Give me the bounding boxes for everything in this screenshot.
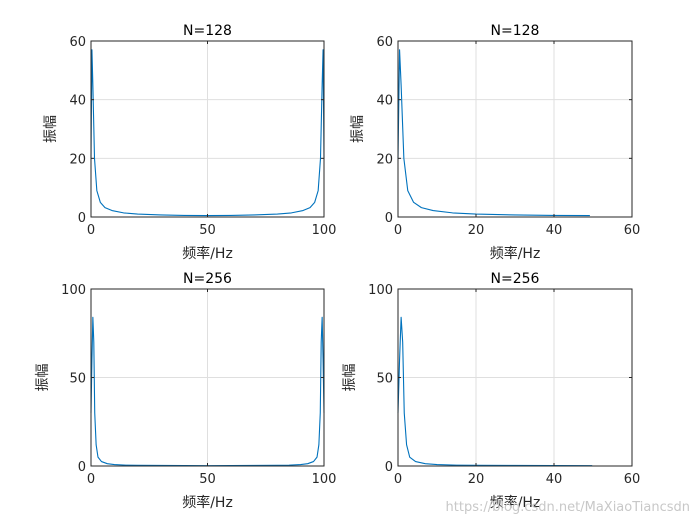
x-tick-label: 50 xyxy=(199,472,216,487)
series-line xyxy=(397,316,593,467)
subplot-3: 0 50 100 0 50 100 N=256 频率/Hz 振幅 xyxy=(35,271,336,511)
y-tick-label: 0 xyxy=(78,211,86,226)
x-tick-label: 20 xyxy=(468,223,485,238)
subplot-4: 0 20 40 60 0 50 100 N=256 频率/Hz 振幅 xyxy=(342,271,640,511)
y-tick-label: 60 xyxy=(69,35,86,50)
x-axis-label: 频率/Hz xyxy=(182,245,233,262)
x-tick-label: 20 xyxy=(468,472,485,487)
y-tick-label: 100 xyxy=(368,283,393,298)
x-tick-label: 60 xyxy=(624,472,641,487)
x-tick-label: 100 xyxy=(312,223,337,238)
x-axis-label: 频率/Hz xyxy=(490,245,541,262)
y-tick-label: 50 xyxy=(376,372,393,387)
x-tick-label: 60 xyxy=(624,223,641,238)
x-tick-label: 50 xyxy=(199,223,216,238)
y-axis-label: 振幅 xyxy=(35,364,51,392)
y-axis-label: 振幅 xyxy=(350,115,366,143)
x-tick-label: 0 xyxy=(394,223,402,238)
x-tick-label: 0 xyxy=(87,223,95,238)
chart-title: N=256 xyxy=(491,271,540,287)
chart-title: N=128 xyxy=(491,23,540,39)
plot-area xyxy=(398,41,632,217)
x-tick-label: 100 xyxy=(312,472,337,487)
x-tick-label: 0 xyxy=(87,472,95,487)
y-tick-label: 20 xyxy=(69,152,86,167)
y-tick-label: 60 xyxy=(376,35,393,50)
y-tick-label: 0 xyxy=(385,211,393,226)
x-tick-label: 0 xyxy=(394,472,402,487)
chart-title: N=128 xyxy=(183,23,232,39)
y-tick-label: 100 xyxy=(61,283,86,298)
axes-box xyxy=(397,40,633,218)
y-tick-label: 0 xyxy=(385,460,393,475)
y-axis-label: 振幅 xyxy=(342,364,358,392)
x-tick-label: 40 xyxy=(546,472,563,487)
y-axis-label: 振幅 xyxy=(43,115,59,143)
y-tick-label: 0 xyxy=(78,460,86,475)
y-tick-label: 40 xyxy=(69,94,86,109)
y-tick-label: 40 xyxy=(376,94,393,109)
subplot-2: 0 20 40 60 0 20 40 60 N=128 频率/Hz 振幅 xyxy=(350,23,640,262)
x-axis-label: 频率/Hz xyxy=(182,494,233,511)
subplot-1: 0 50 100 0 20 40 60 N=128 频率/Hz 振幅 xyxy=(43,23,336,262)
series-line xyxy=(397,49,590,217)
y-tick-label: 20 xyxy=(376,152,393,167)
y-tick-label: 50 xyxy=(69,372,86,387)
x-tick-label: 40 xyxy=(546,223,563,238)
x-axis-label: 频率/Hz xyxy=(490,494,541,511)
chart-title: N=256 xyxy=(183,271,232,287)
watermark: https://blog.csdn.net/MaXiaoTiancsdn xyxy=(445,500,690,515)
